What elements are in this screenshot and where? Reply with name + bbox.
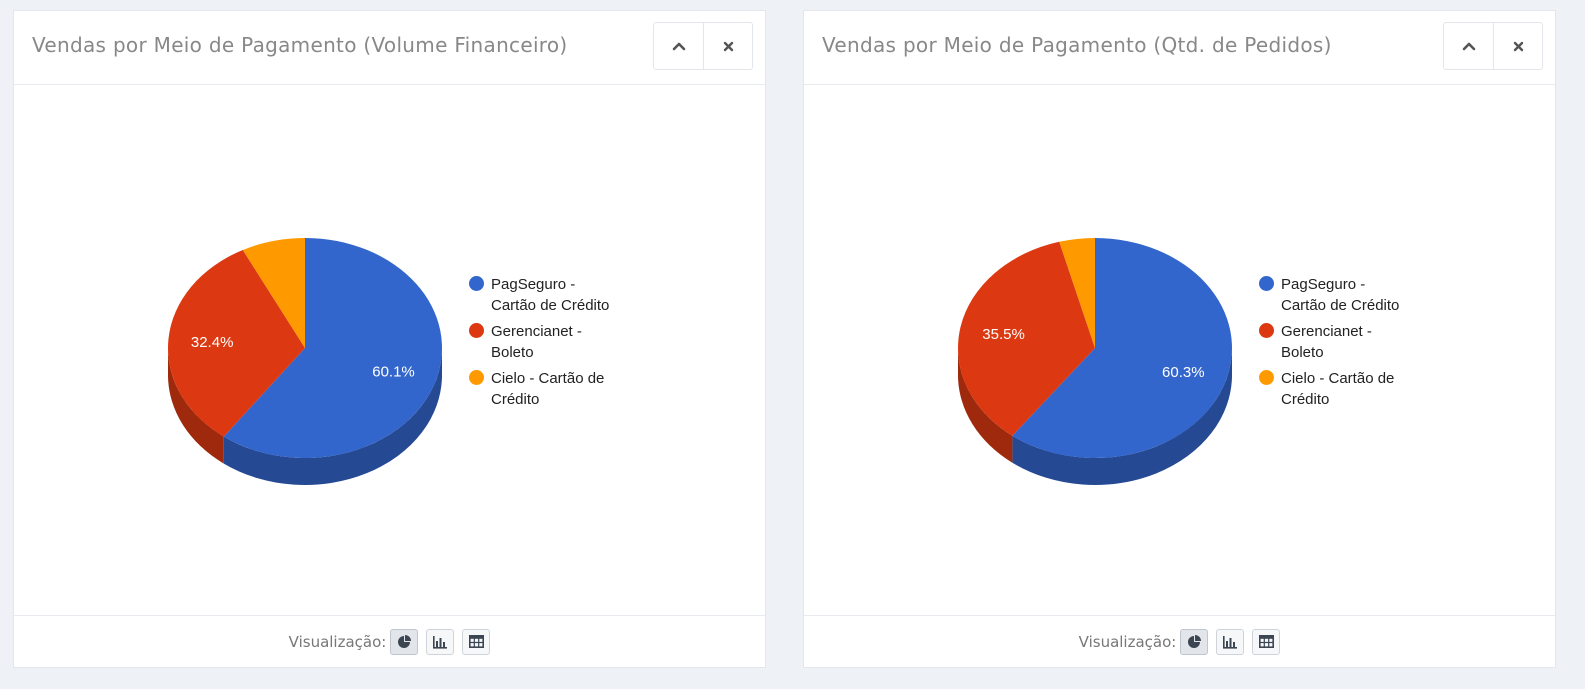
chevron-up-icon: [672, 42, 685, 51]
table-icon: [1258, 635, 1274, 648]
pie-slice-side: [223, 348, 442, 485]
pie-slice[interactable]: [958, 241, 1095, 436]
pie-slice-side: [1012, 348, 1232, 485]
close-icon: [723, 41, 733, 51]
legend-swatch: [469, 276, 484, 291]
legend-item[interactable]: PagSeguro - Cartão de Crédito: [1259, 274, 1419, 316]
panel-footer: Visualização:: [804, 615, 1555, 667]
visualization-label: Visualização:: [1078, 632, 1177, 651]
pie-chart-svg: 60.1% 32.4%: [168, 238, 442, 485]
legend-swatch: [469, 323, 484, 338]
pie-view-button[interactable]: [390, 628, 419, 655]
pie-slice[interactable]: [168, 249, 305, 437]
pie-chart-icon: [398, 634, 412, 648]
collapse-button[interactable]: [1444, 23, 1493, 69]
legend-item[interactable]: Gerencianet - Boleto: [469, 321, 629, 363]
close-icon: [1513, 41, 1523, 51]
chart-legend: PagSeguro - Cartão de Crédito Gerenciane…: [469, 274, 629, 415]
panel-title: Vendas por Meio de Pagamento (Volume Fin…: [32, 33, 568, 57]
pie-chart-icon: [1188, 634, 1202, 648]
legend-item[interactable]: Cielo - Cartão de Crédito: [1259, 368, 1419, 410]
pie-slice[interactable]: [1059, 238, 1095, 348]
chart-legend: PagSeguro - Cartão de Crédito Gerenciane…: [1259, 274, 1419, 415]
panel-header: Vendas por Meio de Pagamento (Qtd. de Pe…: [804, 11, 1555, 85]
panel-title: Vendas por Meio de Pagamento (Qtd. de Pe…: [822, 33, 1332, 57]
legend-swatch: [1259, 370, 1274, 385]
table-icon: [468, 635, 484, 648]
bar-chart-icon: [1223, 635, 1238, 649]
pie-chart-svg: 60.3% 35.5%: [958, 238, 1232, 485]
bar-view-button[interactable]: [426, 628, 455, 655]
panel-footer: Visualização:: [14, 615, 765, 667]
pie-slice[interactable]: [242, 238, 305, 348]
panel-header: Vendas por Meio de Pagamento (Volume Fin…: [14, 11, 765, 85]
legend-label: PagSeguro - Cartão de Crédito: [491, 276, 610, 314]
legend-item[interactable]: Gerencianet - Boleto: [1259, 321, 1419, 363]
legend-label: Cielo - Cartão de Crédito: [491, 370, 605, 408]
close-button[interactable]: [703, 23, 752, 69]
legend-swatch: [1259, 323, 1274, 338]
legend-item[interactable]: Cielo - Cartão de Crédito: [469, 368, 629, 410]
legend-label: Gerencianet - Boleto: [491, 323, 582, 361]
pie-chart: 60.1% 32.4% PagSeguro - Cartão de Crédito…: [14, 86, 765, 616]
collapse-button[interactable]: [654, 23, 703, 69]
table-view-button[interactable]: [1252, 628, 1281, 655]
legend-swatch: [1259, 276, 1274, 291]
pie-slice[interactable]: [223, 238, 442, 458]
pie-slice-side: [958, 348, 1013, 463]
panel-volume-financeiro: Vendas por Meio de Pagamento (Volume Fin…: [13, 10, 766, 668]
visualization-label: Visualização:: [288, 632, 387, 651]
legend-label: Gerencianet - Boleto: [1281, 323, 1372, 361]
legend-label: Cielo - Cartão de Crédito: [1281, 370, 1395, 408]
pie-data-label: 60.1%: [372, 363, 415, 380]
pie-data-label: 32.4%: [191, 334, 234, 351]
bar-view-button[interactable]: [1216, 628, 1245, 655]
pie-slice[interactable]: [1012, 238, 1232, 458]
close-button[interactable]: [1493, 23, 1542, 69]
legend-swatch: [469, 370, 484, 385]
panel-tools: [653, 22, 753, 70]
pie-chart: 60.3% 35.5% PagSeguro - Cartão de Crédito…: [804, 86, 1555, 616]
pie-data-label: 60.3%: [1162, 364, 1205, 381]
panel-qtd-pedidos: Vendas por Meio de Pagamento (Qtd. de Pe…: [803, 10, 1556, 668]
bar-chart-icon: [433, 635, 448, 649]
pie-view-button[interactable]: [1180, 628, 1209, 655]
chevron-up-icon: [1462, 42, 1475, 51]
panel-tools: [1443, 22, 1543, 70]
legend-label: PagSeguro - Cartão de Crédito: [1281, 276, 1400, 314]
legend-item[interactable]: PagSeguro - Cartão de Crédito: [469, 274, 629, 316]
pie-data-label: 35.5%: [982, 326, 1025, 343]
table-view-button[interactable]: [462, 628, 491, 655]
pie-slice-side: [168, 348, 224, 464]
